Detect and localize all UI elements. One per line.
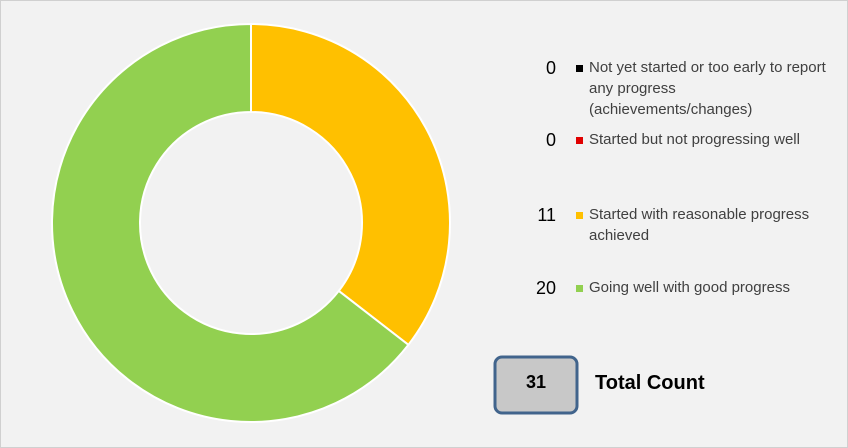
- total-label: Total Count: [595, 372, 705, 394]
- legend-label: Not yet started or too early to report a…: [589, 59, 826, 118]
- legend-value: 20: [535, 278, 556, 298]
- total-box: [493, 355, 579, 415]
- donut-slice: [250, 22, 451, 347]
- donut-slice: [51, 22, 410, 423]
- legend-swatch: [576, 285, 583, 292]
- legend-value: 0: [545, 58, 556, 78]
- legend-label: Started with reasonable progress achieve…: [589, 206, 810, 244]
- legend-swatch: [576, 65, 583, 72]
- legend-label: Started but not progressing well: [589, 131, 800, 148]
- legend-swatch: [576, 137, 583, 144]
- legend-value: 0: [545, 130, 556, 150]
- legend-swatch: [576, 212, 583, 219]
- legend-value: 11: [537, 205, 556, 225]
- legend-label: Going well with good progress: [589, 279, 790, 296]
- total-value: 31: [525, 372, 547, 392]
